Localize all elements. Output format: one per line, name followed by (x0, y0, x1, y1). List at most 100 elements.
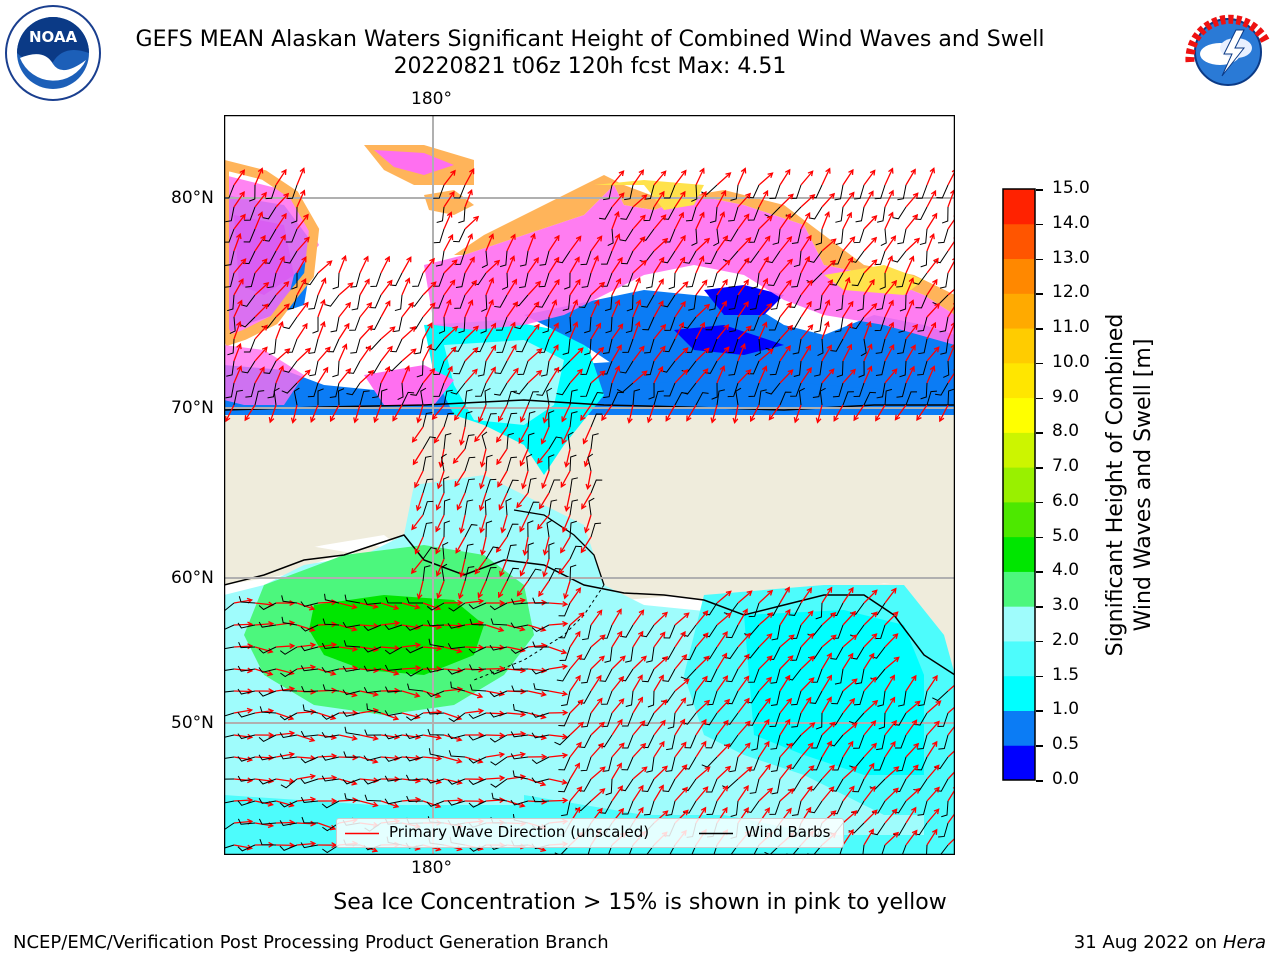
wind-barb (397, 382, 404, 400)
wave-direction-arrow (454, 470, 466, 487)
wave-direction-arrow (611, 785, 623, 802)
wave-direction-arrow (632, 720, 646, 736)
wave-direction-arrow (800, 742, 814, 758)
wind-barb (511, 663, 529, 670)
wave-direction-arrow (926, 258, 939, 274)
wind-barb (891, 250, 907, 263)
wave-direction-arrowhead (326, 260, 333, 267)
wave-direction-arrowhead (539, 780, 547, 787)
colorbar-segment (1003, 571, 1035, 607)
wave-direction-arrowhead (511, 278, 518, 285)
wind-barb (713, 228, 720, 247)
wave-direction-arrowhead (933, 257, 939, 264)
wind-barb (532, 597, 550, 604)
wave-direction-arrow (548, 345, 559, 362)
wave-direction-arrowhead (761, 321, 768, 328)
wind-barb (491, 792, 508, 802)
wave-direction-arrowhead (519, 597, 527, 604)
wind-barb (873, 756, 886, 771)
wave-direction-arrow (758, 633, 772, 648)
wave-direction-arrowhead (510, 233, 516, 240)
wave-direction-arrowhead (472, 325, 479, 332)
wave-direction-arrowhead (829, 192, 836, 199)
wind-barb (749, 778, 760, 794)
wave-direction-arrow (548, 367, 560, 384)
colorbar-tick (1036, 606, 1043, 608)
wave-direction-arrow (653, 766, 668, 780)
wind-barb (621, 734, 634, 749)
wave-direction-arrow (275, 800, 294, 807)
wave-direction-arrow (905, 830, 918, 846)
wave-direction-arrowhead (430, 281, 437, 288)
wind-barb (711, 382, 718, 400)
wave-direction-arrowhead (740, 342, 746, 350)
wave-direction-arrow (863, 677, 877, 692)
wind-barb (412, 272, 424, 287)
wave-direction-arrow (275, 303, 290, 318)
wave-direction-arrowhead (908, 255, 915, 262)
wave-direction-arrow (317, 321, 325, 340)
colorbar-tick-label: 4.0 (1052, 560, 1080, 581)
wave-direction-arrowhead (280, 234, 286, 241)
wave-direction-arrowhead (767, 612, 774, 618)
wave-direction-arrow (905, 278, 914, 296)
wind-barb (725, 624, 739, 639)
wave-direction-arrow (359, 325, 373, 340)
wind-barb (489, 734, 508, 743)
wave-direction-arrow (443, 212, 452, 230)
wave-direction-arrow (569, 322, 578, 340)
wave-direction-arrowhead (893, 766, 900, 772)
wave-direction-arrow (443, 191, 455, 208)
wave-direction-arrow (632, 743, 646, 758)
wave-direction-arrowhead (345, 367, 352, 375)
wave-direction-arrow (454, 404, 466, 421)
wave-direction-arrowhead (414, 713, 421, 720)
wind-barb (814, 294, 823, 311)
wind-barb (384, 646, 403, 655)
wind-barb (642, 668, 655, 683)
colorbar-segment (1003, 328, 1035, 364)
wave-direction-arrowhead (341, 254, 347, 262)
wave-direction-arrow (926, 721, 940, 736)
wind-barb (625, 646, 634, 663)
wind-barb (384, 624, 403, 631)
wave-direction-arrowhead (660, 214, 667, 221)
wind-barb (639, 844, 655, 855)
colorbar-tick (1036, 710, 1043, 712)
wave-direction-arrow (254, 212, 263, 230)
wind-barb (662, 778, 676, 792)
wind-barb (364, 729, 382, 736)
wave-direction-arrowhead (809, 722, 816, 728)
wind-barb (436, 206, 445, 223)
wind-barb (851, 272, 865, 287)
footer-credit: NCEP/EMC/Verification Post Processing Pr… (13, 932, 609, 953)
wave-direction-arrow (884, 787, 899, 802)
wave-direction-arrow (842, 611, 856, 626)
wave-direction-arrowhead (479, 461, 486, 468)
wave-direction-arrow (821, 721, 836, 736)
wind-barb (898, 690, 907, 707)
wind-barb (512, 770, 529, 780)
wind-barb (322, 844, 340, 854)
wave-direction-arrowhead (449, 190, 455, 198)
wave-direction-arrow (296, 624, 315, 631)
wave-direction-arrow (695, 191, 707, 208)
wind-barb (427, 708, 445, 715)
wave-direction-arrowhead (575, 630, 581, 637)
wave-direction-arrow (737, 633, 751, 648)
wave-direction-arrowhead (615, 277, 622, 285)
wave-direction-arrowhead (457, 686, 464, 693)
colorbar-tick (1036, 780, 1043, 782)
wind-barb (769, 800, 781, 815)
wave-direction-arrow (779, 193, 794, 208)
wave-direction-arrow (863, 259, 877, 274)
wind-barb (428, 748, 445, 758)
wave-direction-arrow (275, 645, 295, 648)
wind-barb (350, 272, 361, 288)
wind-barb (669, 844, 676, 855)
wave-direction-arrowhead (888, 343, 895, 351)
wind-barb (828, 734, 844, 747)
wave-direction-arrow (565, 492, 571, 511)
wind-barb (815, 712, 823, 730)
wave-direction-arrowhead (499, 732, 506, 739)
